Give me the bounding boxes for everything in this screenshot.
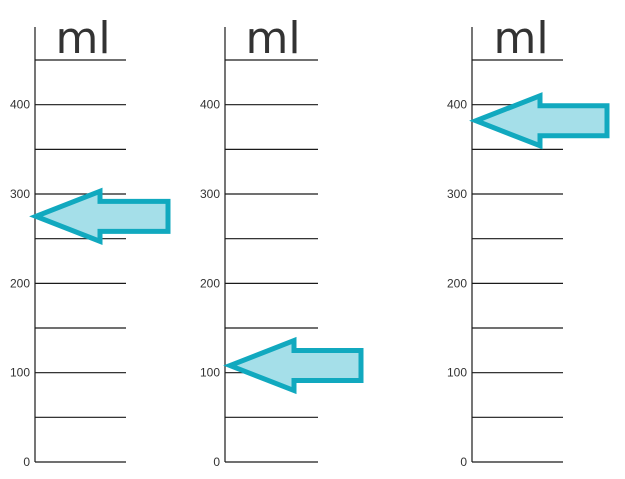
level-arrow-icon <box>223 336 364 395</box>
tick-label: 300 <box>10 187 30 201</box>
tick-label: 100 <box>447 366 467 380</box>
tick-label: 200 <box>10 276 30 290</box>
level-arrow-icon <box>29 187 171 246</box>
tick-label: 200 <box>200 276 220 290</box>
tick-label: 0 <box>213 455 220 469</box>
tick-label: 400 <box>200 98 220 112</box>
measuring-scale-2: ml 0 100 200 300 400 <box>200 13 364 469</box>
measuring-scale-3: ml 0 100 200 300 400 <box>447 13 610 469</box>
unit-label: ml <box>55 13 110 64</box>
tick-label: 100 <box>10 366 30 380</box>
level-arrow-icon <box>469 92 610 150</box>
tick-label: 400 <box>447 98 467 112</box>
tick-label: 300 <box>200 187 220 201</box>
tick-label: 0 <box>460 455 467 469</box>
tick-label: 100 <box>200 366 220 380</box>
tick-label: 400 <box>10 98 30 112</box>
unit-label: ml <box>493 13 548 64</box>
tick-label: 300 <box>447 187 467 201</box>
unit-label: ml <box>245 13 300 64</box>
tick-label: 0 <box>23 455 30 469</box>
tick-label: 200 <box>447 276 467 290</box>
measuring-scale-1: ml 0 100 200 300 400 <box>10 13 171 469</box>
